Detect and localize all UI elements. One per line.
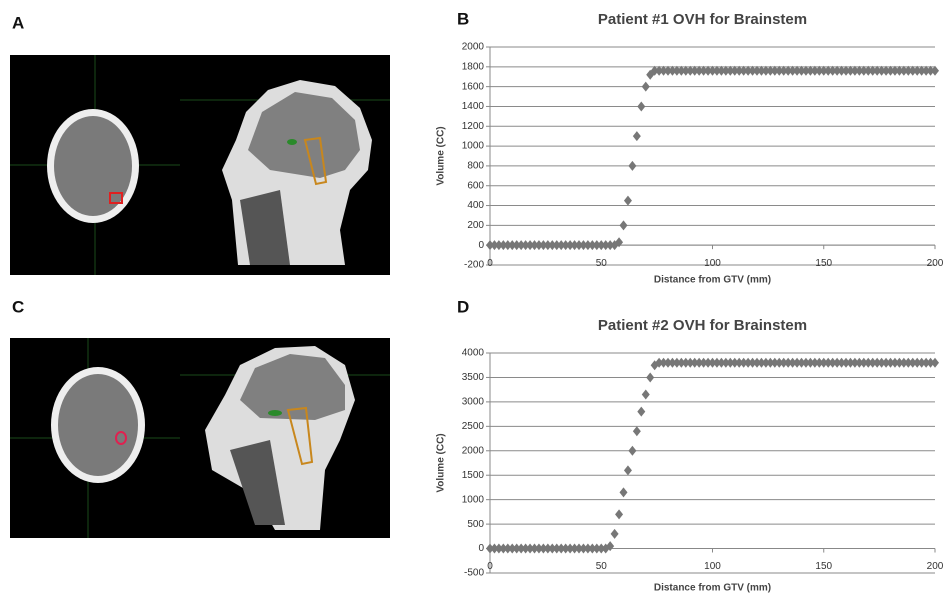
x-axis-title: Distance from GTV (mm) [654, 275, 771, 286]
y-tick-label: 1200 [462, 121, 485, 132]
panel-label: C [12, 297, 24, 316]
x-tick-label: 50 [596, 258, 608, 269]
y-tick-label: 3500 [462, 372, 485, 383]
x-tick-label: 0 [487, 561, 493, 572]
chart-title: Patient #1 OVH for Brainstem [598, 11, 807, 28]
panel-label: B [457, 9, 469, 28]
marker [624, 465, 632, 475]
x-tick-label: 100 [704, 561, 721, 572]
marker [642, 390, 650, 400]
y-tick-label: 1500 [462, 470, 485, 481]
marker [931, 358, 939, 368]
x-tick-label: 150 [815, 258, 832, 269]
y-tick-label: 2000 [462, 42, 485, 53]
marker [633, 426, 641, 436]
y-tick-label: 4000 [462, 348, 485, 359]
marker [611, 529, 619, 539]
x-tick-label: 150 [815, 561, 832, 572]
y-tick-label: 0 [478, 543, 484, 554]
y-tick-label: -200 [464, 260, 484, 271]
marker [620, 487, 628, 497]
y-tick-label: 1600 [462, 81, 485, 92]
y-tick-label: 1000 [462, 494, 485, 505]
y-tick-label: 500 [467, 519, 484, 530]
y-tick-label: 2500 [462, 421, 485, 432]
y-tick-label: -500 [464, 568, 484, 579]
marker [624, 196, 632, 206]
marker [637, 407, 645, 417]
marker [620, 220, 628, 230]
chart-title: Patient #2 OVH for Brainstem [598, 317, 807, 334]
x-tick-label: 0 [487, 258, 493, 269]
marker [646, 372, 654, 382]
panel-label: A [12, 13, 24, 32]
y-tick-label: 1000 [462, 141, 485, 152]
marker [628, 446, 636, 456]
panel-label: D [457, 297, 469, 316]
x-axis-title: Distance from GTV (mm) [654, 583, 771, 594]
y-tick-label: 2000 [462, 445, 485, 456]
figure: A B C D Patient #1 OVH for Brainstem -200… [0, 0, 948, 594]
ct-image-c [10, 338, 390, 538]
x-tick-label: 50 [596, 561, 608, 572]
y-axis-title: Volume (CC) [436, 433, 447, 492]
y-tick-label: 1400 [462, 101, 485, 112]
y-tick-label: 800 [467, 161, 484, 172]
y-tick-label: 400 [467, 200, 484, 211]
y-tick-label: 1800 [462, 61, 485, 72]
x-tick-label: 200 [927, 561, 944, 572]
ct-image-a [10, 55, 390, 275]
marker [637, 101, 645, 111]
marker [615, 509, 623, 519]
marker [633, 131, 641, 141]
x-tick-label: 100 [704, 258, 721, 269]
y-tick-label: 0 [478, 240, 484, 251]
y-tick-label: 200 [467, 220, 484, 231]
marker [628, 161, 636, 171]
marker [642, 82, 650, 92]
y-axis-title: Volume (CC) [436, 126, 447, 185]
x-tick-label: 200 [927, 258, 944, 269]
y-tick-label: 600 [467, 180, 484, 191]
y-tick-label: 3000 [462, 397, 485, 408]
